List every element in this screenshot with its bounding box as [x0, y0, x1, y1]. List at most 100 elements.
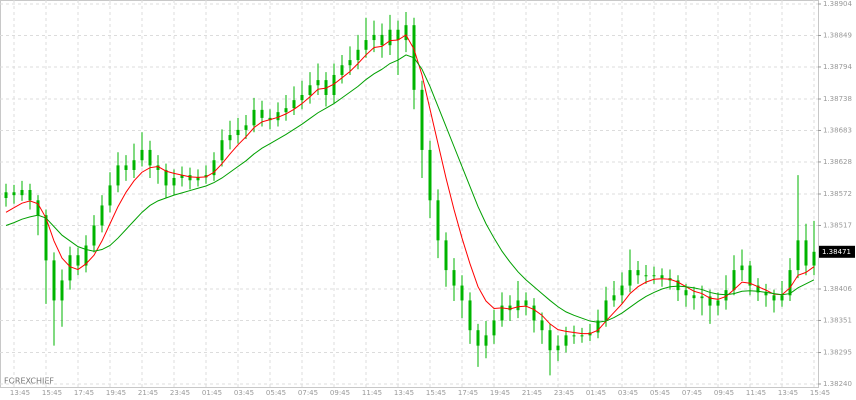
current-price: 1.38471	[822, 248, 851, 256]
candle-body	[420, 89, 424, 150]
candle-body	[84, 245, 88, 266]
candle-body	[428, 149, 432, 201]
x-tick-label: 11:45	[362, 389, 382, 397]
x-tick-label: 19:45	[490, 389, 510, 397]
candle-body	[140, 149, 144, 161]
candle-body	[196, 177, 200, 181]
candle-body	[484, 335, 488, 346]
candle-body	[236, 129, 240, 136]
candle-body	[796, 240, 800, 271]
price-label-box	[819, 245, 855, 258]
watermark: FOREXCHIEF	[4, 377, 54, 386]
x-tick-label: 09:45	[330, 389, 350, 397]
candle-body	[660, 275, 664, 279]
y-tick-label: 1.38295	[823, 349, 852, 357]
x-tick-label: 07:45	[682, 389, 702, 397]
x-tick-label: 15:45	[426, 389, 446, 397]
candle-body	[780, 295, 784, 301]
candle-body	[276, 112, 280, 121]
candle-body	[44, 215, 48, 261]
candle-body	[548, 330, 552, 351]
x-tick-label: 11:45	[746, 389, 766, 397]
x-tick-label: 19:45	[106, 389, 126, 397]
candle-body	[308, 85, 312, 95]
candle-body	[220, 140, 224, 161]
candle-body	[732, 270, 736, 291]
candle-body	[212, 160, 216, 176]
candle-body	[180, 175, 184, 178]
candle-body	[612, 295, 616, 301]
candle-body	[268, 117, 272, 121]
candle-body	[476, 330, 480, 346]
y-tick-label: 1.38406	[823, 285, 852, 293]
candle-body	[628, 270, 632, 286]
candle-body	[324, 80, 328, 95]
candle-body	[644, 275, 648, 277]
candle-body	[460, 285, 464, 301]
x-tick-label: 05:45	[650, 389, 670, 397]
candle-body	[348, 60, 352, 66]
x-tick-label: 07:45	[298, 389, 318, 397]
y-tick-label: 1.38351	[823, 316, 852, 324]
candle-body	[60, 280, 64, 301]
candle-body	[812, 251, 816, 266]
candle-body	[524, 300, 528, 306]
x-tick-label: 01:45	[586, 389, 606, 397]
candle-body	[92, 225, 96, 246]
y-tick-label: 1.38904	[823, 0, 852, 8]
x-tick-label: 03:45	[618, 389, 638, 397]
candle-body	[292, 100, 296, 109]
x-tick-label: 23:45	[170, 389, 190, 397]
candle-body	[804, 240, 808, 266]
x-tick-label: 09:45	[714, 389, 734, 397]
candle-body	[332, 74, 336, 95]
x-tick-label: 13:45	[778, 389, 798, 397]
y-tick-label: 1.38683	[823, 126, 852, 134]
x-tick-label: 21:45	[138, 389, 158, 397]
ma-line	[5, 54, 815, 323]
x-tick-label: 17:45	[458, 389, 478, 397]
candle-body	[492, 320, 496, 336]
candle-body	[500, 305, 504, 321]
candle-body	[636, 270, 640, 276]
candle-body	[260, 109, 264, 118]
candle-body	[20, 189, 24, 196]
candle-body	[116, 165, 120, 186]
y-tick-label: 1.38517	[823, 221, 852, 229]
y-tick-label: 1.38628	[823, 158, 852, 166]
candle-body	[580, 335, 584, 337]
candle-body	[388, 29, 392, 46]
candle-body	[620, 285, 624, 296]
candle-body	[356, 49, 360, 61]
candle-body	[164, 169, 168, 186]
candle-body	[716, 300, 720, 306]
candle-body	[532, 305, 536, 321]
candle-body	[748, 265, 752, 286]
candle-body	[316, 80, 320, 86]
candle-body	[244, 125, 248, 130]
x-tick-label: 01:45	[202, 389, 222, 397]
y-tick-label: 1.38738	[823, 95, 852, 103]
candle-body	[604, 300, 608, 321]
candle-body	[692, 295, 696, 299]
candle-body	[300, 94, 304, 101]
x-tick-label: 21:45	[522, 389, 542, 397]
candle-body	[516, 300, 520, 311]
candle-body	[772, 295, 776, 301]
y-tick-label: 1.38794	[823, 63, 852, 71]
y-tick-label: 1.38849	[823, 31, 852, 39]
candle-body	[596, 320, 600, 333]
candle-body	[652, 275, 656, 277]
x-tick-label: 05:45	[266, 389, 286, 397]
candle-body	[396, 29, 400, 41]
x-tick-label: 23:45	[554, 389, 574, 397]
candle-body	[684, 290, 688, 296]
candle-body	[52, 260, 56, 301]
candle-body	[508, 305, 512, 311]
candle-body	[468, 300, 472, 331]
x-tick-label: 15:45	[810, 389, 830, 397]
candle-body	[676, 280, 680, 291]
candle-body	[36, 200, 40, 216]
candle-body	[100, 205, 104, 226]
candle-body	[372, 34, 376, 41]
